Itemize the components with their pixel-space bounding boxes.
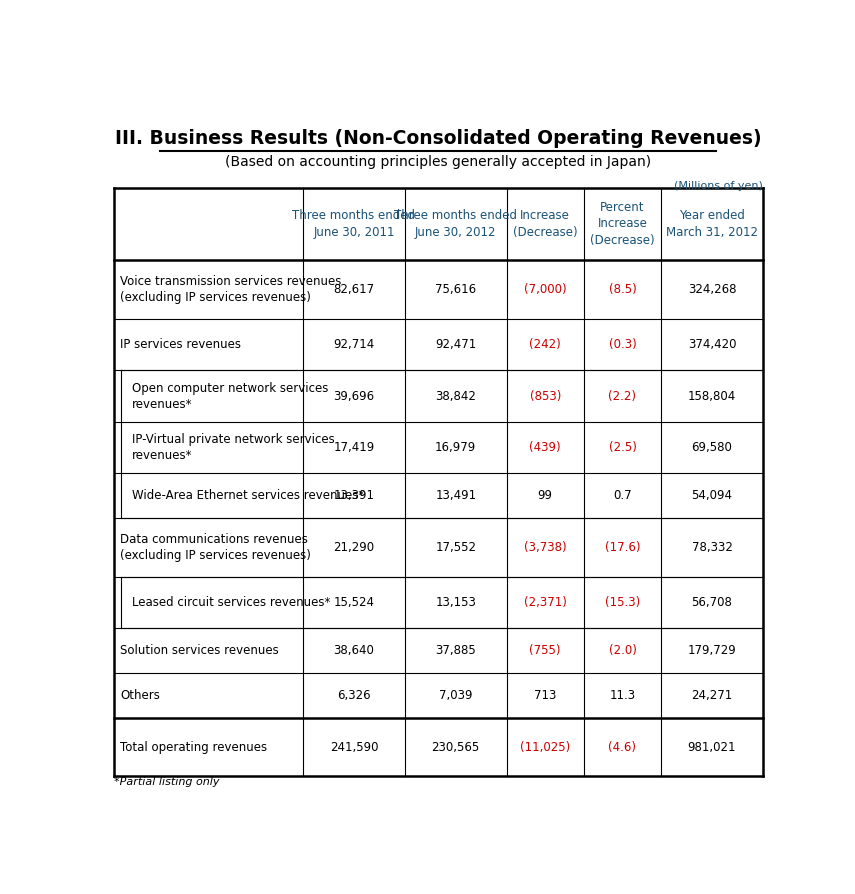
Text: Voice transmission services revenues
(excluding IP services revenues): Voice transmission services revenues (ex… [120,274,341,304]
Text: 24,271: 24,271 [692,689,733,702]
Text: Solution services revenues: Solution services revenues [120,645,279,657]
Text: (15.3): (15.3) [604,596,640,609]
Text: Three months ended
June 30, 2012: Three months ended June 30, 2012 [394,209,517,239]
Text: III. Business Results (Non-Consolidated Operating Revenues): III. Business Results (Non-Consolidated … [115,130,762,148]
Text: 39,696: 39,696 [333,390,374,402]
Text: (Based on accounting principles generally accepted in Japan): (Based on accounting principles generall… [225,156,652,170]
Text: 21,290: 21,290 [333,541,374,554]
Text: 241,590: 241,590 [330,740,378,754]
Text: IP-Virtual private network services
revenues*: IP-Virtual private network services reve… [132,434,335,462]
Text: 82,617: 82,617 [333,283,374,296]
Text: 158,804: 158,804 [688,390,736,402]
Text: Percent
Increase
(Decrease): Percent Increase (Decrease) [590,201,655,247]
Text: 78,332: 78,332 [692,541,733,554]
Text: Three months ended
June 30, 2011: Three months ended June 30, 2011 [292,209,416,239]
Text: Increase
(Decrease): Increase (Decrease) [513,209,578,239]
Text: 13,153: 13,153 [435,596,476,609]
Text: (853): (853) [529,390,561,402]
Text: Open computer network services
revenues*: Open computer network services revenues* [132,382,328,410]
Text: 0.7: 0.7 [613,489,632,502]
Text: 92,471: 92,471 [435,338,476,351]
Text: 56,708: 56,708 [692,596,733,609]
Text: 15,524: 15,524 [333,596,374,609]
Text: Data communications revenues
(excluding IP services revenues): Data communications revenues (excluding … [120,533,311,562]
Text: 37,885: 37,885 [435,645,476,657]
Text: (439): (439) [529,441,561,454]
Text: (0.3): (0.3) [609,338,636,351]
Text: 713: 713 [534,689,557,702]
Text: (2.0): (2.0) [609,645,636,657]
Text: (Millions of yen): (Millions of yen) [674,181,763,191]
Text: 11.3: 11.3 [610,689,635,702]
Text: IP services revenues: IP services revenues [120,338,241,351]
Text: *Partial listing only: *Partial listing only [114,778,219,788]
Text: 75,616: 75,616 [435,283,476,296]
Text: (2.5): (2.5) [609,441,636,454]
Text: (4.6): (4.6) [609,740,636,754]
Text: 230,565: 230,565 [432,740,480,754]
Text: (242): (242) [529,338,561,351]
Text: 38,842: 38,842 [435,390,476,402]
Text: Wide-Area Ethernet services revenues*: Wide-Area Ethernet services revenues* [132,489,364,502]
Text: 179,729: 179,729 [687,645,736,657]
Text: (7,000): (7,000) [524,283,567,296]
Text: 6,326: 6,326 [337,689,371,702]
Text: (2,371): (2,371) [524,596,567,609]
Text: Total operating revenues: Total operating revenues [120,740,268,754]
Text: (2.2): (2.2) [609,390,636,402]
Text: 324,268: 324,268 [687,283,736,296]
Text: Leased circuit services revenues*: Leased circuit services revenues* [132,596,330,609]
Text: 13,391: 13,391 [333,489,374,502]
Text: 16,979: 16,979 [435,441,476,454]
Text: (11,025): (11,025) [520,740,570,754]
Text: (755): (755) [529,645,561,657]
Text: (8.5): (8.5) [609,283,636,296]
Text: 981,021: 981,021 [687,740,736,754]
Text: 92,714: 92,714 [333,338,374,351]
Text: 38,640: 38,640 [333,645,374,657]
Text: Year ended
March 31, 2012: Year ended March 31, 2012 [666,209,758,239]
Text: 17,419: 17,419 [333,441,374,454]
Text: 7,039: 7,039 [439,689,473,702]
Text: (17.6): (17.6) [604,541,640,554]
Text: 54,094: 54,094 [692,489,733,502]
Text: Others: Others [120,689,160,702]
Text: 13,491: 13,491 [435,489,476,502]
Text: 99: 99 [538,489,552,502]
Text: 17,552: 17,552 [435,541,476,554]
Text: (3,738): (3,738) [524,541,567,554]
Text: 374,420: 374,420 [687,338,736,351]
Text: 69,580: 69,580 [692,441,733,454]
